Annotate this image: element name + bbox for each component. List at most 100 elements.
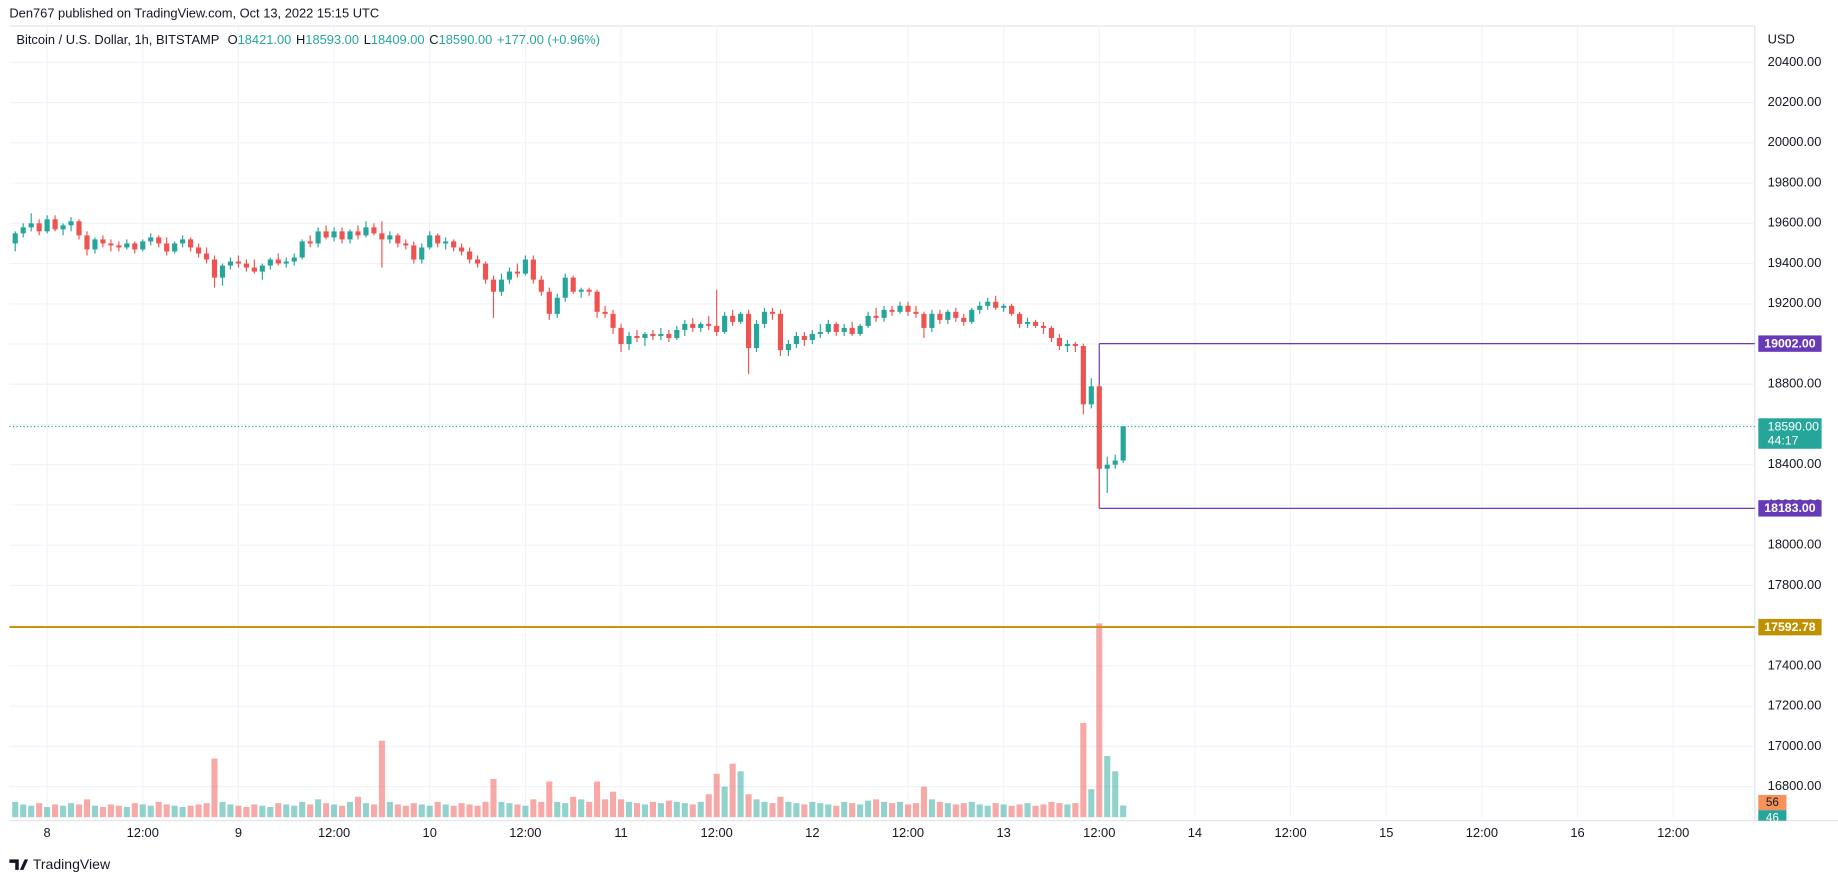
volume-bar [99,806,106,818]
candle-body [28,223,34,228]
candle-body [514,271,520,274]
candle-body [698,323,704,328]
candle-body [1104,464,1110,469]
y-tick-label: 18800.00 [1768,376,1822,391]
volume-bar [251,804,258,818]
volume-bar [1000,804,1007,818]
x-tick-label: 12:00 [1466,825,1498,840]
ohlc-value: 18590.00 [439,33,493,48]
volume-last-tag [1758,810,1787,821]
candle-body [195,247,202,254]
volume-ma-tag [1758,794,1787,811]
footer-logo: TradingView [9,856,111,872]
volume-bar [291,805,298,818]
volume-bar [514,804,521,818]
candle-body [451,241,457,248]
last-price-label: 18590.00 [1768,419,1819,433]
volume-bar [1112,771,1119,818]
candle-body [307,241,313,244]
volume-bar [769,803,776,818]
candle-body [1032,321,1039,326]
volume-bar [904,804,912,818]
candle-body [219,265,226,278]
candle-body [1120,426,1126,461]
volume-bar [394,804,401,818]
candle-body [706,323,712,326]
candle-body [738,313,744,322]
y-tick-label: 19600.00 [1768,215,1822,230]
candle-body [801,335,807,340]
ohlc-key: C [429,33,438,48]
candle-body [961,317,967,322]
published-note: Den767 published on TradingView.com, Oct… [9,6,379,21]
volume-bar [633,803,641,818]
candle-body [251,267,257,272]
volume-bar [426,805,433,818]
candle-body [84,235,90,250]
volume-bar [578,799,585,818]
candle-body [618,327,624,345]
volume-bar [275,803,282,818]
volume-bar [809,801,816,818]
volume-bar [793,803,800,818]
volume-bar [992,803,999,818]
volume-bar [450,805,457,818]
volume-bar [857,804,864,818]
volume-last-label: 46 [1766,811,1779,824]
volume-bar [52,804,59,818]
y-tick-label: 17800.00 [1768,577,1822,592]
candle-body [156,237,162,244]
candle-body [1080,346,1086,405]
candle-body [76,221,82,236]
volume-bar [865,800,872,818]
volume-bar [498,801,505,818]
candle-body [12,233,18,244]
x-tick-label: 12:00 [1274,825,1306,840]
volume-bar [139,804,146,818]
candle-body [809,333,815,340]
volume-bar [625,801,633,818]
candle-body [993,301,999,308]
candle-body [522,259,528,274]
candle-body [865,315,871,326]
legend: Bitcoin / U.S. Dollar, 1h, BITSTAMP O1842… [16,33,600,48]
candle-body [315,231,321,244]
candle-body [690,323,696,328]
candle-body [546,291,552,314]
volume-bar [1056,803,1063,818]
volume-bar [307,804,314,818]
x-tick-label: 12 [805,825,819,840]
volume-bar [1032,805,1039,818]
volume-bar [195,804,202,818]
volume-bar [1024,803,1031,818]
volume-bar [729,763,736,818]
volume-bar [546,781,553,818]
candle-body [881,309,887,318]
candle-body [722,315,728,332]
last-price-tag [1758,418,1822,449]
volume-bar [506,803,513,818]
symbol: Bitcoin / U.S. Dollar, 1h, BITSTAMP [16,33,219,48]
level-tag [1758,618,1822,636]
volume-bar [338,805,346,818]
volume-bar [641,804,648,818]
volume-bar [1072,803,1079,818]
candle-body [1096,386,1102,469]
candle-body [68,221,74,226]
candle-body [873,315,879,318]
candle-body [1112,460,1118,465]
candle-body [730,315,736,322]
volume-bar [912,803,919,818]
candle-body [658,333,664,336]
volume-bar [155,801,162,818]
volume-bar [841,801,848,818]
candle-body [371,227,377,234]
candle-body [467,251,473,260]
level-tag [1758,500,1822,517]
candle-body [403,243,409,246]
volume-bar [259,805,266,818]
x-tick-label: 16 [1570,825,1584,840]
volume-bar [881,801,888,818]
candle-body [977,305,983,310]
